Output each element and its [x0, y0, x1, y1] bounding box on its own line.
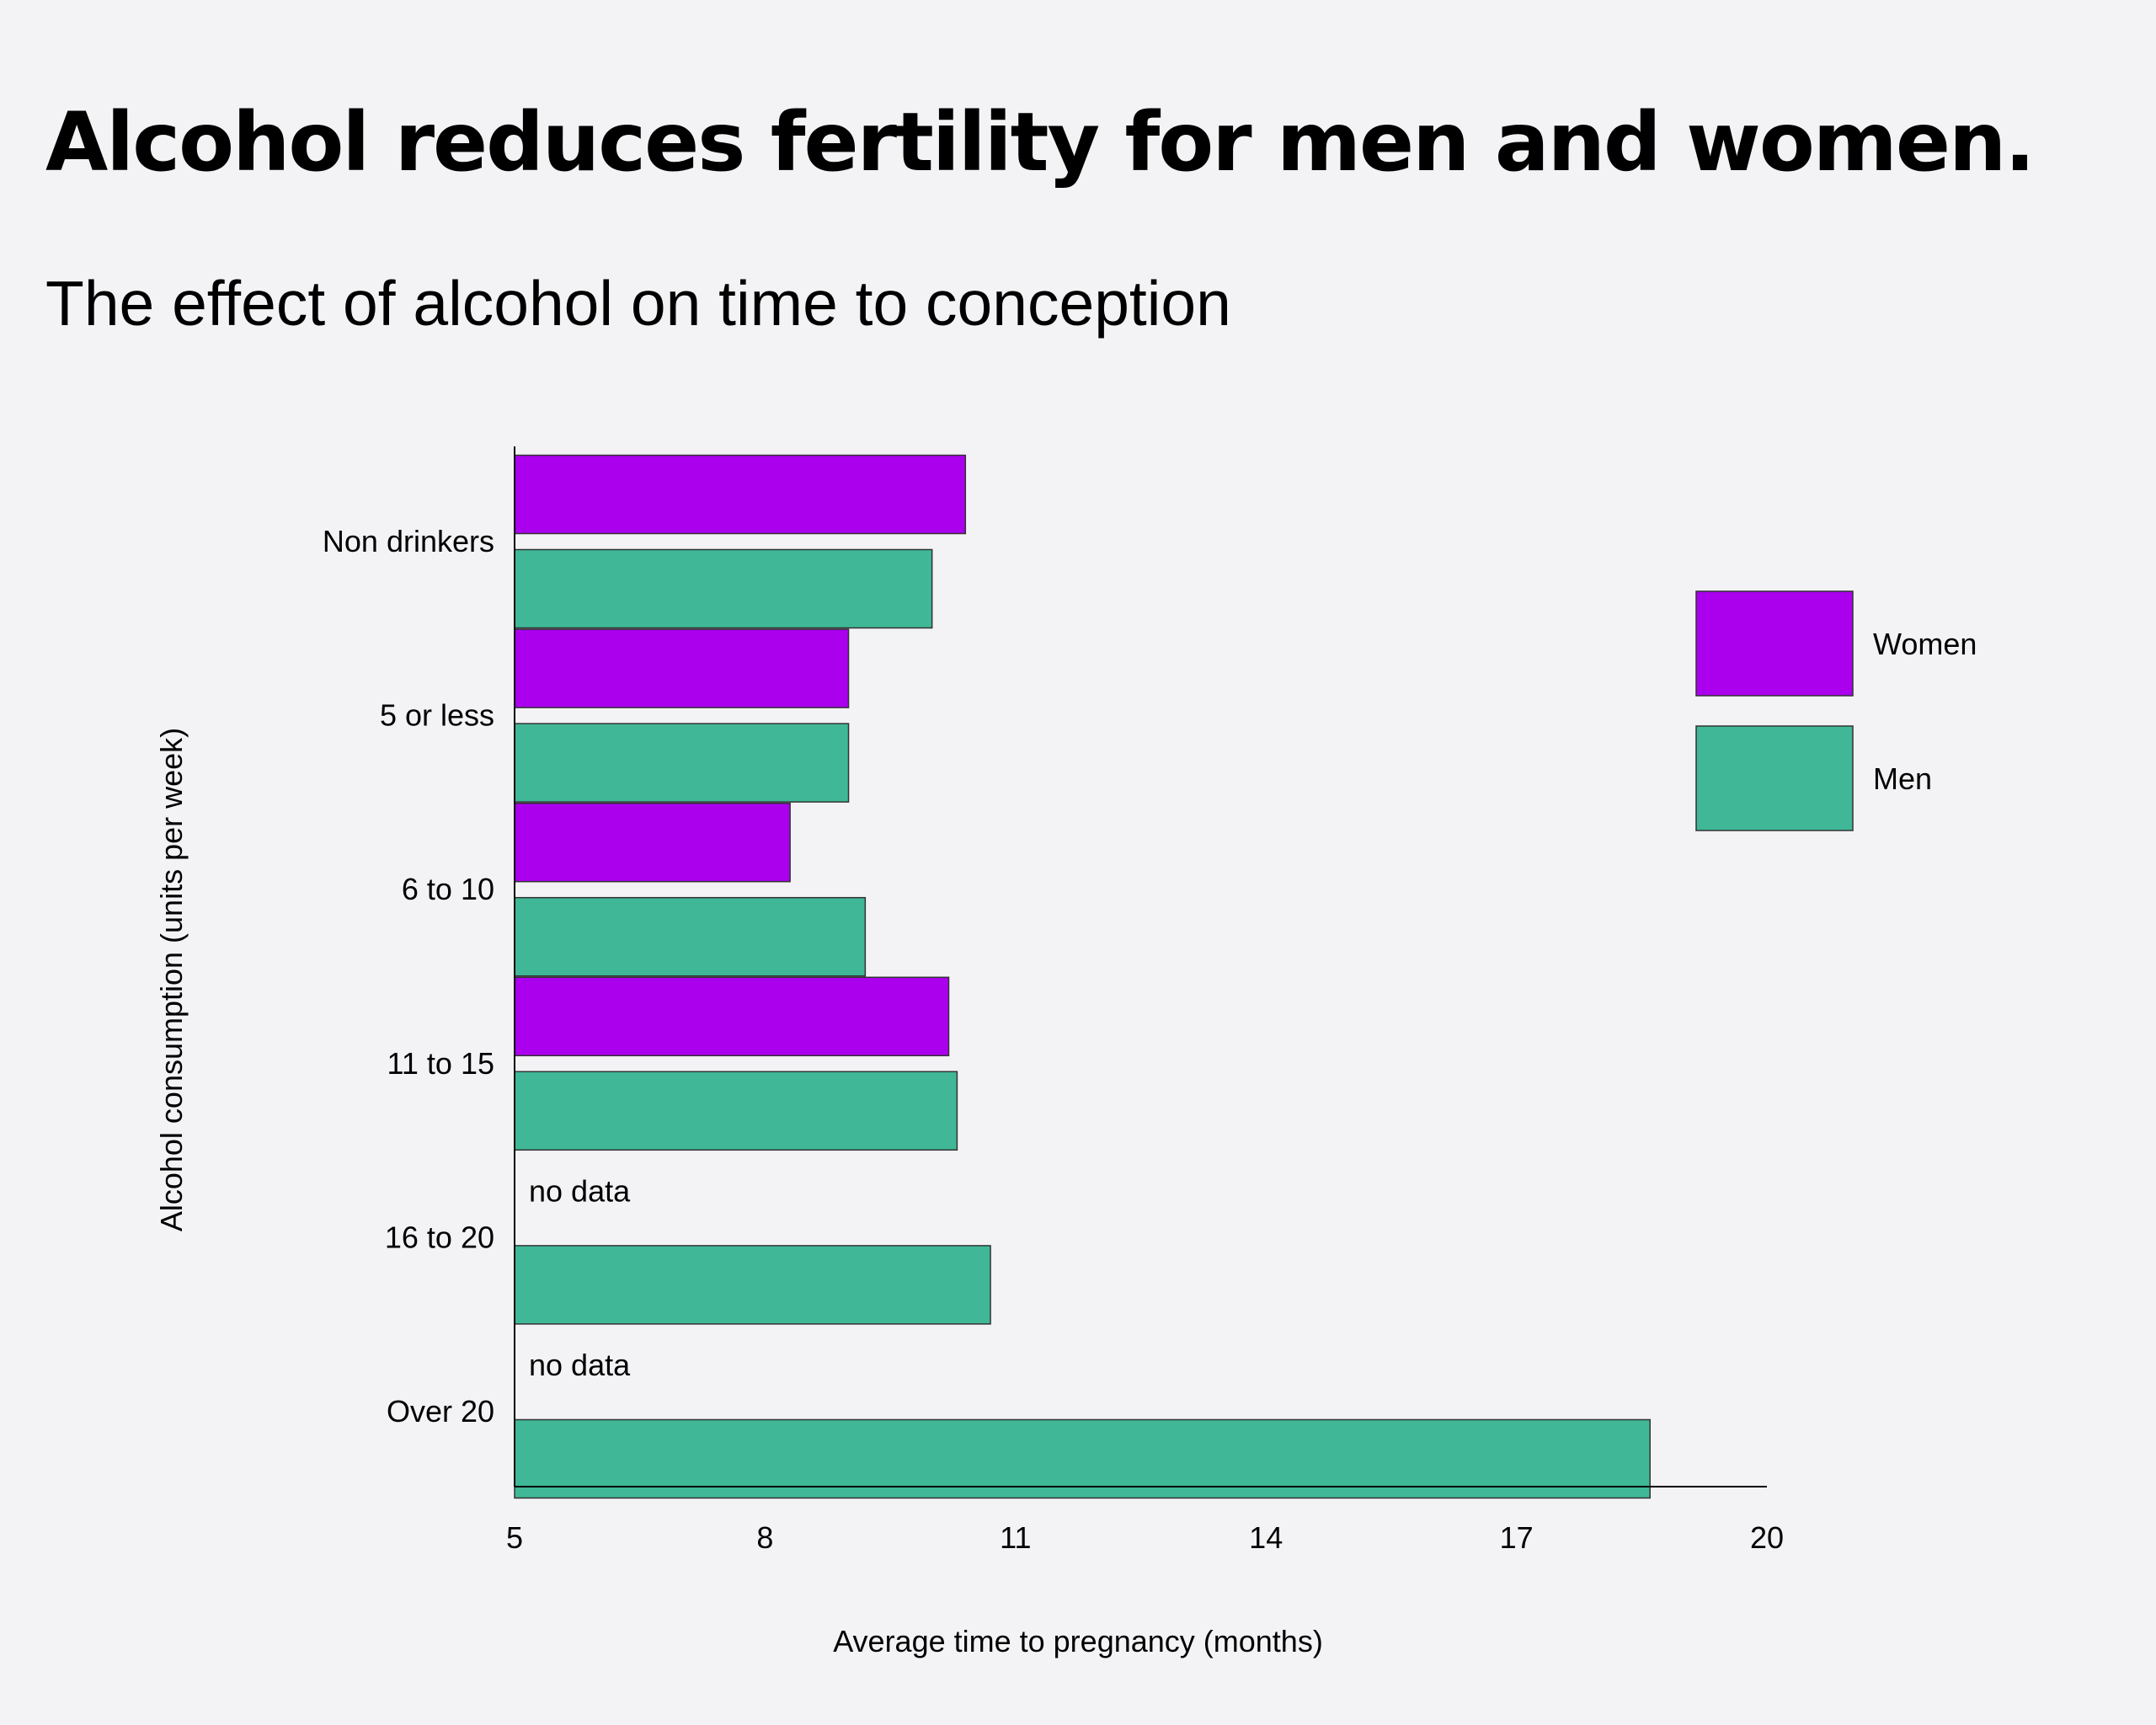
x-tick-label: 20 — [1750, 1520, 1784, 1555]
y-tick-label: Non drinkers — [323, 524, 494, 558]
plot-area: Non drinkers 5 or less 6 to 10 11 to 15 no d… — [323, 446, 1977, 1555]
bar-men — [514, 548, 933, 629]
x-tick-label: 8 — [756, 1520, 773, 1555]
bar-men — [514, 1418, 1651, 1499]
y-tick-label: Over 20 — [387, 1394, 494, 1429]
bar-men — [514, 723, 850, 803]
legend-swatch-women — [1695, 590, 1854, 697]
x-tick-label: 5 — [506, 1520, 523, 1555]
bar-women — [514, 454, 967, 535]
no-data-label-women: no data — [529, 1348, 631, 1382]
x-tick-label: 17 — [1500, 1520, 1534, 1555]
bar-men — [514, 1245, 991, 1325]
x-tick-label: 11 — [1000, 1520, 1031, 1555]
y-tick-label: 5 or less — [380, 698, 494, 733]
x-tick-label: 14 — [1249, 1520, 1283, 1555]
chart-subtitle: The effect of alcohol on time to concept… — [45, 268, 1231, 339]
bar-women — [514, 628, 850, 708]
bar-women — [514, 976, 950, 1057]
legend-label-men: Men — [1873, 761, 1932, 796]
no-data-label-women: no data — [529, 1173, 631, 1208]
y-tick-label: 11 to 15 — [387, 1046, 494, 1081]
chart-title: Alcohol reduces fertility for men and wo… — [45, 95, 2036, 190]
legend-swatch-men — [1695, 725, 1854, 831]
y-tick-label: 16 to 20 — [385, 1220, 494, 1254]
y-axis-label: Alcohol consumption (units per week) — [154, 728, 189, 1231]
bar-men — [514, 1071, 958, 1151]
legend-label-women: Women — [1873, 627, 1977, 661]
bar-men — [514, 896, 867, 977]
x-axis-label: Average time to pregnancy (months) — [833, 1624, 1323, 1658]
bar-women — [514, 802, 791, 883]
y-tick-label: 6 to 10 — [402, 872, 494, 906]
